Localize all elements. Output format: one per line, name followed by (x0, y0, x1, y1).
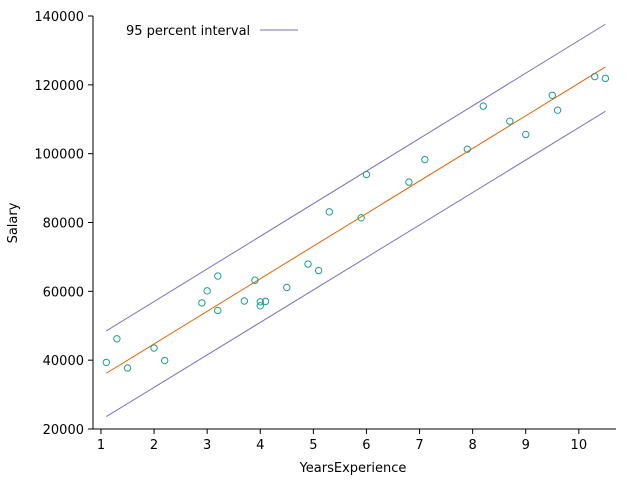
data-point (506, 117, 514, 125)
legend-label: 95 percent interval (126, 24, 250, 39)
data-point (240, 297, 249, 305)
x-axis-title: YearsExperience (299, 461, 407, 476)
y-axis-title: Salary (6, 202, 21, 243)
data-point (548, 91, 556, 99)
x-tick-label: 6 (362, 438, 370, 453)
fit-line (106, 66, 606, 374)
x-tick-label: 2 (150, 438, 158, 453)
data-point (160, 356, 169, 365)
data-point (325, 208, 333, 216)
data-point (421, 155, 429, 164)
x-tick-label: 5 (309, 438, 317, 453)
x-tick-label: 8 (468, 438, 476, 453)
data-point (601, 74, 610, 83)
data-point (214, 306, 222, 315)
data-point (357, 214, 365, 222)
lower-interval-line (106, 110, 606, 418)
data-point (102, 358, 110, 367)
data-point (362, 170, 371, 179)
x-axis-ticks: 1 2 3 4 5 6 7 8 9 10 (97, 429, 587, 453)
y-tick-label: 140000 (34, 10, 84, 25)
x-tick-label: 10 (571, 438, 588, 453)
data-point (591, 72, 599, 81)
data-point (198, 299, 206, 307)
data-point (522, 130, 530, 139)
legend: 95 percent interval (126, 24, 298, 39)
y-axis-ticks: 20000 40000 60000 80000 100000 120000 140000 (34, 10, 93, 438)
data-point (314, 266, 323, 275)
y-tick-label: 80000 (43, 217, 84, 232)
data-point (150, 344, 158, 352)
data-point (251, 276, 259, 284)
data-point (214, 272, 222, 280)
y-tick-label: 100000 (34, 148, 84, 163)
x-tick-label: 4 (256, 438, 264, 453)
x-tick-label: 1 (97, 438, 105, 453)
upper-interval-line (106, 23, 606, 332)
data-point (479, 102, 487, 110)
series-points (102, 72, 610, 372)
x-tick-label: 9 (522, 438, 530, 453)
y-tick-label: 20000 (43, 423, 84, 438)
y-tick-label: 40000 (43, 354, 84, 369)
data-point (304, 260, 312, 268)
y-tick-label: 120000 (34, 79, 84, 94)
data-point (256, 298, 264, 306)
data-point (261, 297, 270, 306)
y-tick-label: 60000 (43, 285, 84, 300)
x-tick-label: 7 (415, 438, 423, 453)
data-point (123, 364, 132, 372)
data-point (405, 178, 413, 186)
data-point (463, 145, 472, 153)
series-lines (106, 23, 606, 418)
data-point (283, 283, 291, 292)
data-point (553, 106, 562, 114)
x-tick-label: 3 (203, 438, 211, 453)
data-point (203, 287, 211, 295)
data-point (113, 335, 121, 343)
data-point (256, 302, 264, 310)
